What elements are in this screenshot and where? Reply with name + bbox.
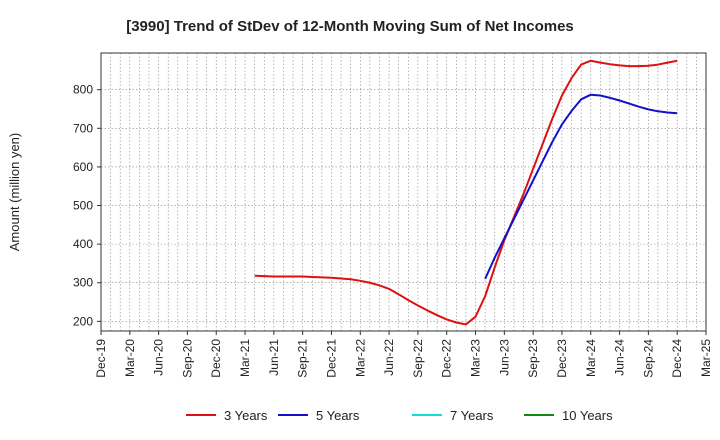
x-tick-label: Jun-20 <box>152 339 166 376</box>
legend-label: 7 Years <box>450 408 494 423</box>
x-axis-ticks: Dec-19 Mar-20 Jun-20 Sep-20 Dec-20 Mar-21 Jun-… <box>94 331 713 378</box>
plot-frame <box>100 52 707 332</box>
x-tick-label: Dec-23 <box>555 339 569 378</box>
x-tick-label: Sep-24 <box>641 339 655 378</box>
x-tick-label: Jun-24 <box>613 339 627 376</box>
x-tick-label: Sep-23 <box>526 339 540 378</box>
x-tick-label: Jun-21 <box>267 339 281 376</box>
x-tick-label: Sep-22 <box>411 339 425 378</box>
y-tick-label: 800 <box>73 83 93 97</box>
x-tick-label: Mar-23 <box>469 339 483 377</box>
y-tick-label: 200 <box>73 314 93 328</box>
x-tick-label: Jun-23 <box>497 339 511 376</box>
x-tick-label: Dec-24 <box>670 339 684 378</box>
y-axis-ticks: 200 300 400 500 600 700 800 <box>73 83 101 328</box>
legend-label: 3 Years <box>224 408 268 423</box>
grid <box>100 53 707 331</box>
x-tick-label: Mar-24 <box>584 339 598 377</box>
x-tick-label: Dec-22 <box>440 339 454 378</box>
x-tick-label: Dec-19 <box>94 339 108 378</box>
chart-title: [3990] Trend of StDev of 12-Month Moving… <box>126 18 574 35</box>
series-line-5-years <box>484 93 678 280</box>
x-tick-label: Mar-21 <box>238 339 252 377</box>
y-tick-label: 700 <box>73 121 93 135</box>
x-tick-label: Mar-22 <box>353 339 367 377</box>
legend: 3 Years 5 Years 7 Years 10 Years <box>186 408 613 423</box>
x-tick-label: Mar-20 <box>123 339 137 377</box>
x-tick-label: Dec-21 <box>324 339 338 378</box>
series-lines <box>254 59 678 326</box>
y-tick-label: 500 <box>73 199 93 213</box>
x-tick-label: Jun-22 <box>382 339 396 376</box>
y-tick-label: 300 <box>73 276 93 290</box>
series-line-3-years <box>254 59 678 326</box>
x-tick-label: Mar-25 <box>699 339 713 377</box>
x-tick-label: Sep-20 <box>180 339 194 378</box>
x-tick-label: Sep-21 <box>296 339 310 378</box>
y-tick-label: 600 <box>73 160 93 174</box>
legend-label: 5 Years <box>316 408 360 423</box>
y-tick-label: 400 <box>73 237 93 251</box>
legend-label: 10 Years <box>562 408 613 423</box>
x-tick-label: Dec-20 <box>209 339 223 378</box>
y-axis-label: Amount (million yen) <box>7 133 22 252</box>
